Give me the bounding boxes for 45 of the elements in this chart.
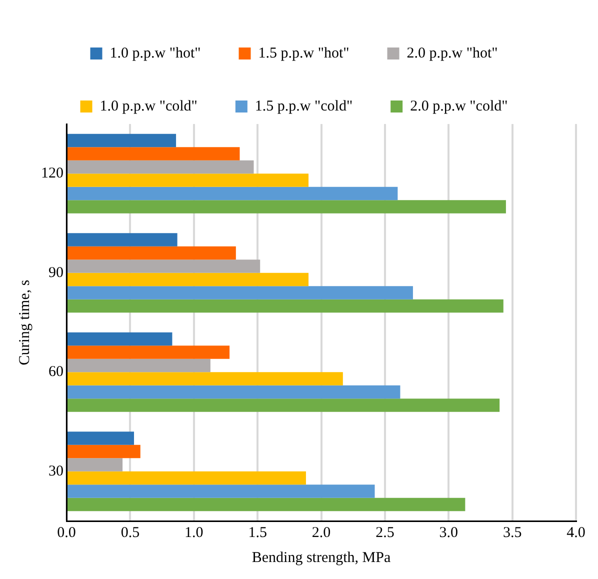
bar: [68, 299, 504, 313]
y-axis-title: Curing time, s: [16, 280, 33, 366]
legend-label: 1.5 p.p.w "cold": [254, 98, 353, 114]
bar: [68, 372, 343, 386]
x-tick-label: 1.0: [184, 524, 204, 541]
bar: [68, 134, 176, 148]
bar: [68, 471, 306, 485]
bar: [68, 200, 506, 214]
bar: [68, 160, 254, 174]
bar: [68, 346, 230, 359]
y-tick-label: 30: [48, 463, 64, 480]
legend-label: 1.0 p.p.w "cold": [100, 98, 198, 114]
bar: [68, 358, 210, 372]
x-tick-label: 2.0: [312, 524, 331, 541]
x-tick-label: 1.5: [248, 524, 267, 541]
bar: [68, 498, 466, 512]
bar: [68, 233, 178, 246]
bar: [68, 432, 134, 445]
x-tick-label: 2.5: [376, 524, 394, 541]
legend-label: 2.0 p.p.w "hot": [406, 45, 498, 62]
bar: [68, 444, 140, 458]
bar: [68, 186, 398, 200]
x-axis-title: Bending strength, MPa: [252, 550, 391, 566]
bar: [68, 246, 236, 260]
x-tick-label: 4.0: [566, 524, 586, 541]
x-tick-label: 0.5: [120, 524, 140, 541]
legend-label: 2.0 p.p.w "cold": [410, 98, 508, 114]
bar: [68, 147, 240, 160]
bar: [68, 174, 309, 187]
x-tick-label: 3.0: [439, 524, 458, 541]
bar: [68, 260, 260, 273]
legend-label: 1.5 p.p.w "hot": [258, 45, 350, 62]
bar: [68, 398, 500, 412]
bar: [68, 458, 123, 472]
y-tick-label: 90: [48, 264, 64, 281]
x-tick-label: 0.0: [57, 524, 76, 541]
x-tick-label: 3.5: [502, 524, 522, 541]
bar: [68, 286, 413, 300]
y-tick-label: 60: [48, 364, 64, 380]
bar: [68, 484, 375, 498]
bar: [68, 385, 400, 399]
bar: [68, 332, 172, 346]
legend-label: 1.0 p.p.w "hot": [110, 45, 201, 62]
bar: [68, 272, 309, 286]
y-tick-label: 120: [41, 166, 64, 182]
